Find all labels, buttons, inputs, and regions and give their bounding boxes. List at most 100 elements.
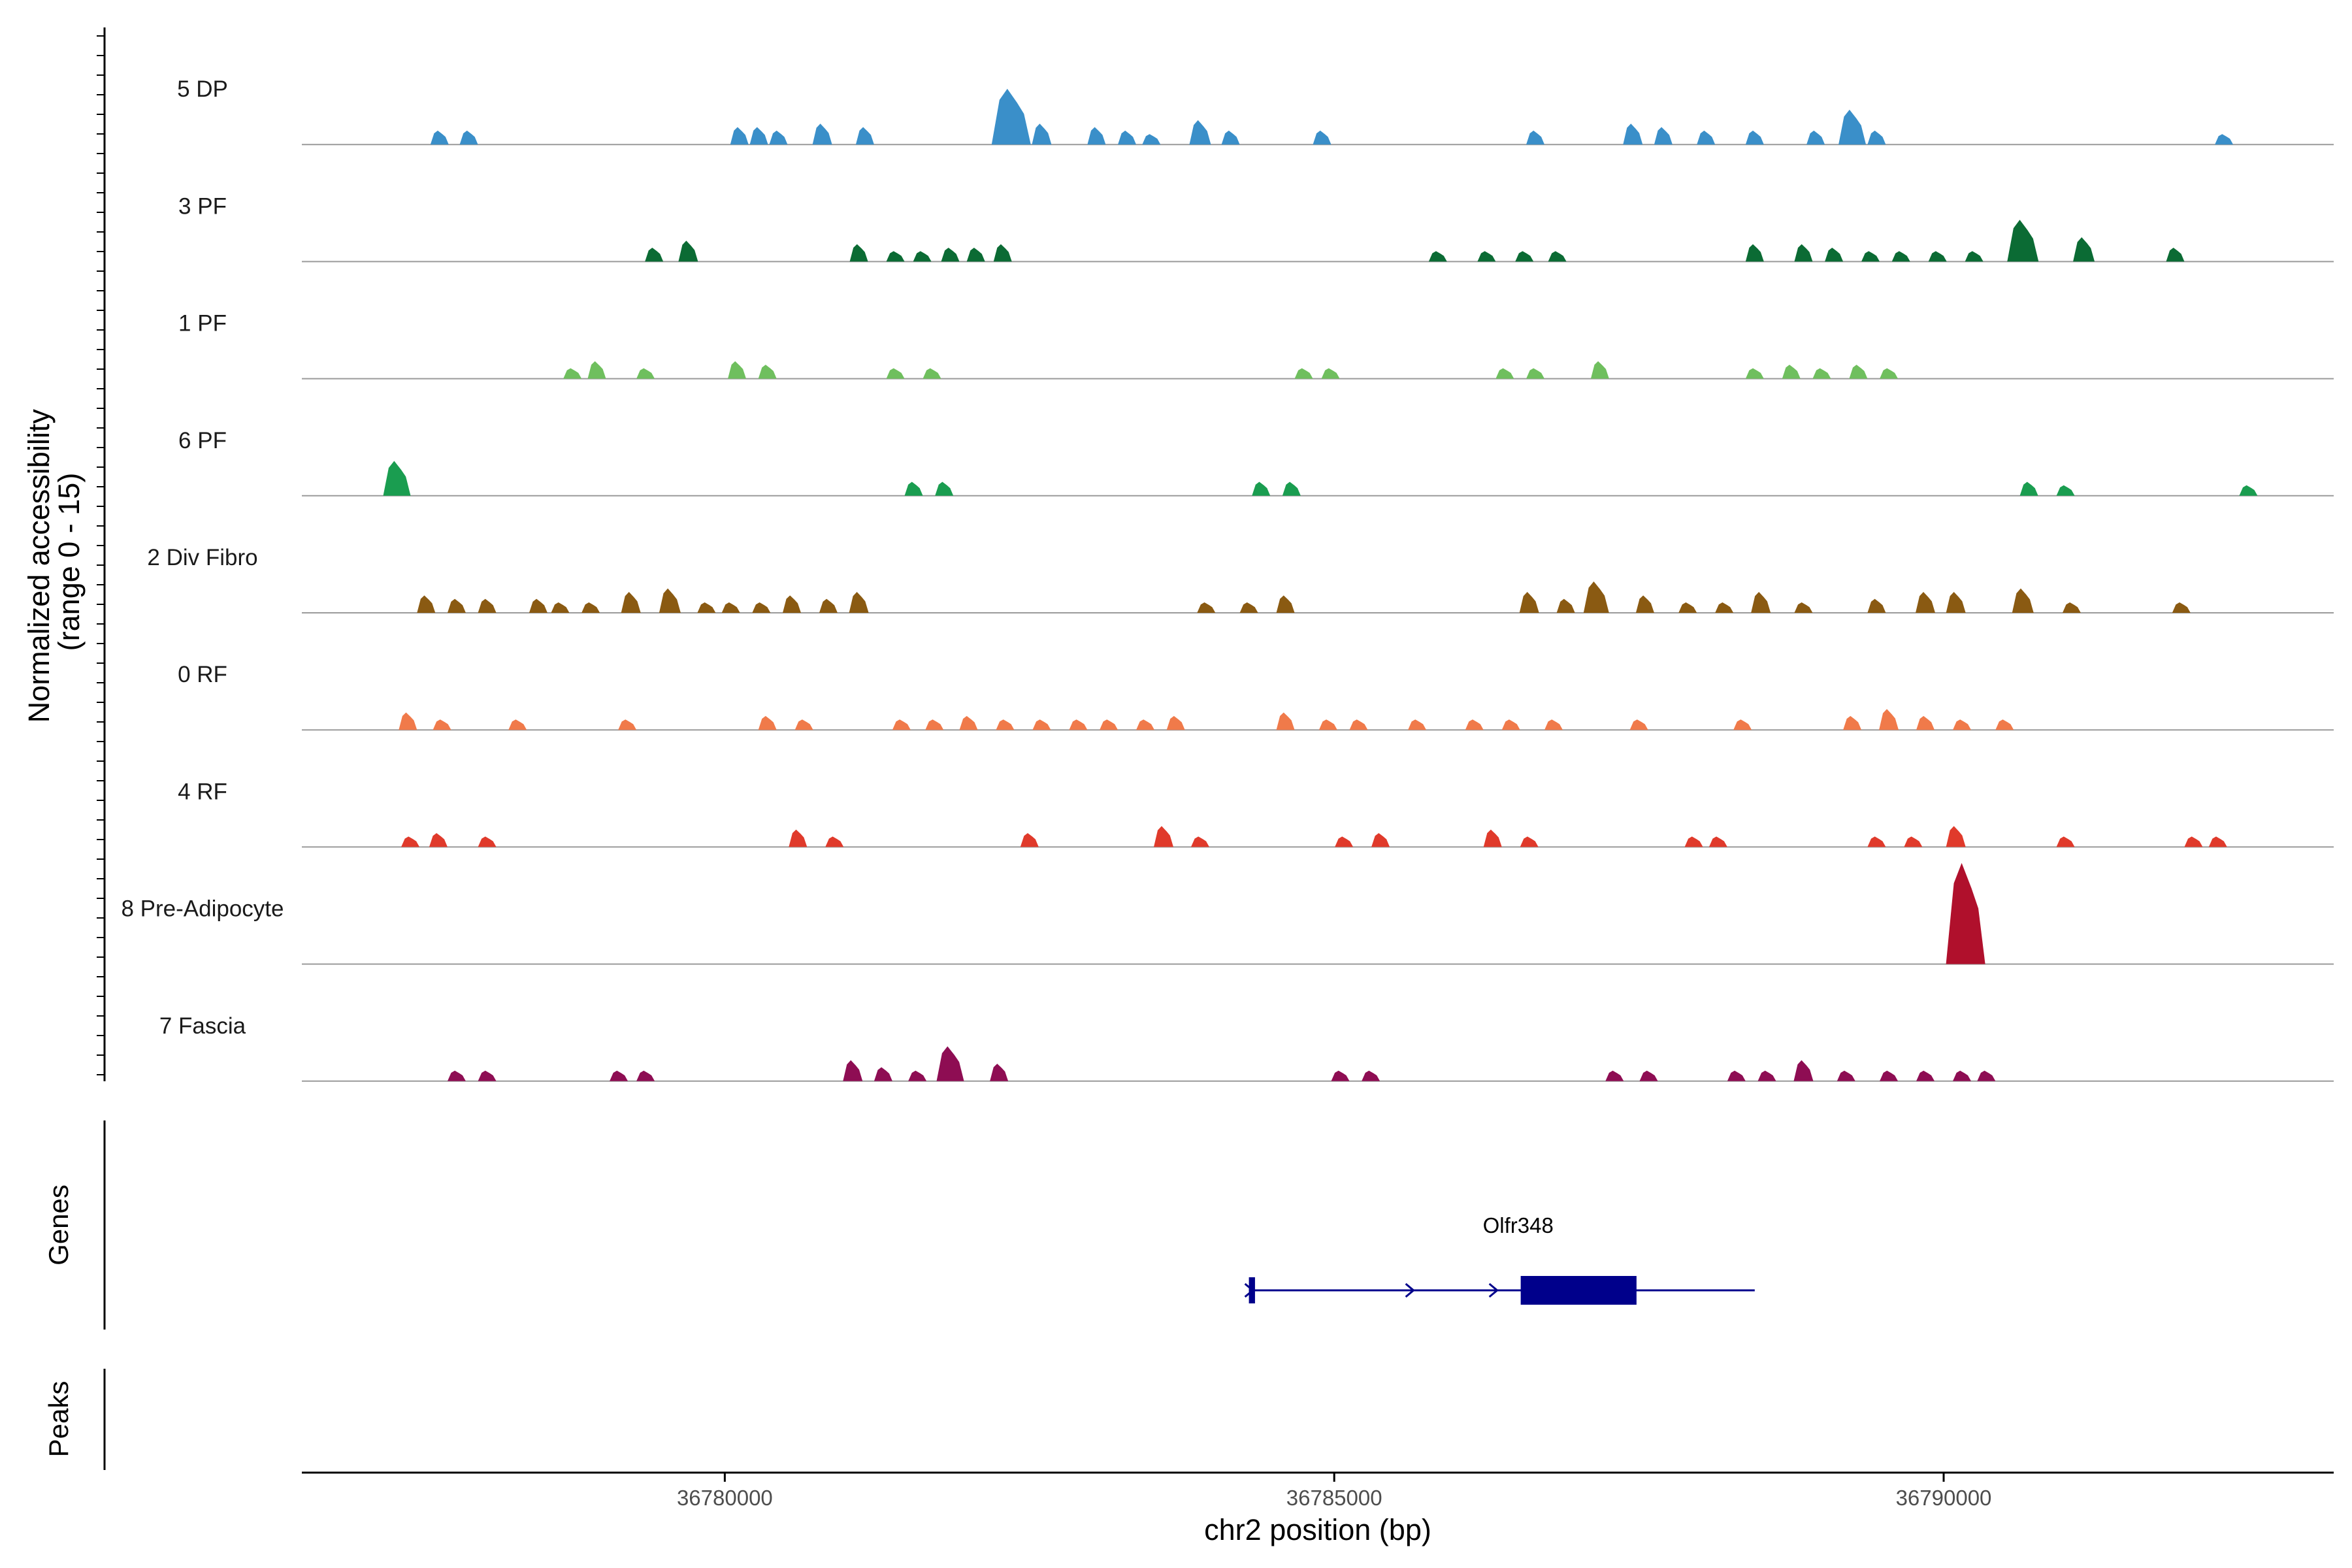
coverage-peak [581,602,600,613]
coverage-peak [1946,826,1966,847]
gene-name-label: Olfr348 [1483,1213,1554,1237]
coverage-peak [645,248,664,262]
coverage-peak [1197,602,1216,613]
coverage-peak [758,715,777,730]
coverage-peak [1190,836,1209,847]
coverage-peak [2208,836,2227,847]
track-label: 6 PF [178,428,227,453]
coverage-peak [1276,712,1295,730]
coverage-peak [1757,1070,1776,1081]
coverage-peak [1639,1070,1658,1081]
coverage-peak [1891,251,1910,262]
coverage-peak [1861,251,1880,262]
coverage-peak [913,251,932,262]
strand-arrow [1488,1282,1499,1298]
track-label: 1 PF [178,311,227,336]
coverage-peak [478,598,497,613]
coverage-peak [1371,833,1390,847]
coverage-peak [752,602,771,613]
coverage-peak [2062,602,2081,613]
coverage-peak [2184,836,2203,847]
x-tick-label: 36780000 [677,1486,773,1510]
coverage-peak [1252,482,1271,496]
coverage-peak [1733,719,1752,730]
coverage-peak [782,595,801,613]
track-1-pf: 1 PF [178,311,2334,380]
track-label: 3 PF [178,193,227,219]
coverage-peak [1321,368,1340,379]
coverage-peak [2012,588,2034,613]
coverage-peak [2007,220,2039,262]
coverage-peak [993,244,1012,262]
coverage-peak [936,1046,964,1081]
coverage-peak [1166,715,1185,730]
coverage-peak [996,719,1015,730]
coverage-peak [610,1070,629,1081]
track-8-pre-adipocyte: 8 Pre-Adipocyte [121,862,2334,965]
coverage-peak [1629,719,1648,730]
track-4-rf: 4 RF [178,779,2334,848]
coverage-peak [1812,368,1831,379]
coverage-peak [1335,836,1354,847]
coverage-peak [1946,592,1966,613]
coverage-peak [1867,130,1886,145]
coverage-peak [789,829,808,847]
coverage-peak [1635,595,1654,613]
coverage-peak [1501,719,1520,730]
coverage-peak [2019,482,2038,496]
coverage-peak [2166,248,2185,262]
coverage-peak [935,482,954,496]
track-label: 8 Pre-Adipocyte [121,896,284,922]
coverage-peak [1118,130,1137,145]
coverage-peak [1745,130,1764,145]
coverage-peak [1477,251,1496,262]
coverage-peak [433,719,451,730]
coverage-peak [618,719,637,730]
coverage-peak [1362,1070,1380,1081]
coverage-peak [925,719,944,730]
coverage-peak [819,598,838,613]
coverage-peak [1495,368,1514,379]
y-axis-ticks [97,35,105,1075]
coverage-peak [2056,836,2075,847]
coverage-peak [621,592,641,613]
track-label: 4 RF [178,779,227,804]
coverage-peak [551,602,570,613]
coverage-peak [1583,581,1609,613]
coverage-peak [1331,1070,1350,1081]
coverage-peak [1867,836,1886,847]
coverage-peak [1794,602,1813,613]
coverage-peak [730,127,749,145]
coverage-peak [1654,127,1673,145]
coverage-peak [459,130,478,145]
track-6-pf: 6 PF [178,428,2334,497]
coverage-peak [1916,592,1936,613]
coverage-peak [1100,719,1119,730]
coverage-peak [1782,365,1801,379]
coverage-peak [529,598,547,613]
coverage-peak [1916,715,1935,730]
coverage-peak [1239,602,1258,613]
coverage-peak [1794,244,1813,262]
coverage-peak [1965,251,1984,262]
coverage-peak [478,836,497,847]
coverage-peak [1136,719,1155,730]
coverage-peak [1825,248,1844,262]
coverage-peak [843,1060,863,1081]
coverage-peak [904,482,923,496]
coverage-peak [1684,836,1703,847]
coverage-peak [1952,1070,1971,1081]
track-label: 7 Fascia [159,1013,246,1039]
gene-track: Olfr348 [1244,1213,1755,1305]
coverage-peak [447,1070,466,1081]
coverage-peak [908,1070,927,1081]
coverage-peak [923,368,941,379]
coverage-peak [1952,719,1971,730]
track-label: 0 RF [178,662,227,687]
coverage-peak [1904,836,1923,847]
coverage-peak [563,368,582,379]
coverage-peak [417,595,436,613]
coverage-peak [383,461,411,496]
coverage-peak [1069,719,1088,730]
coverage-peak [508,719,527,730]
